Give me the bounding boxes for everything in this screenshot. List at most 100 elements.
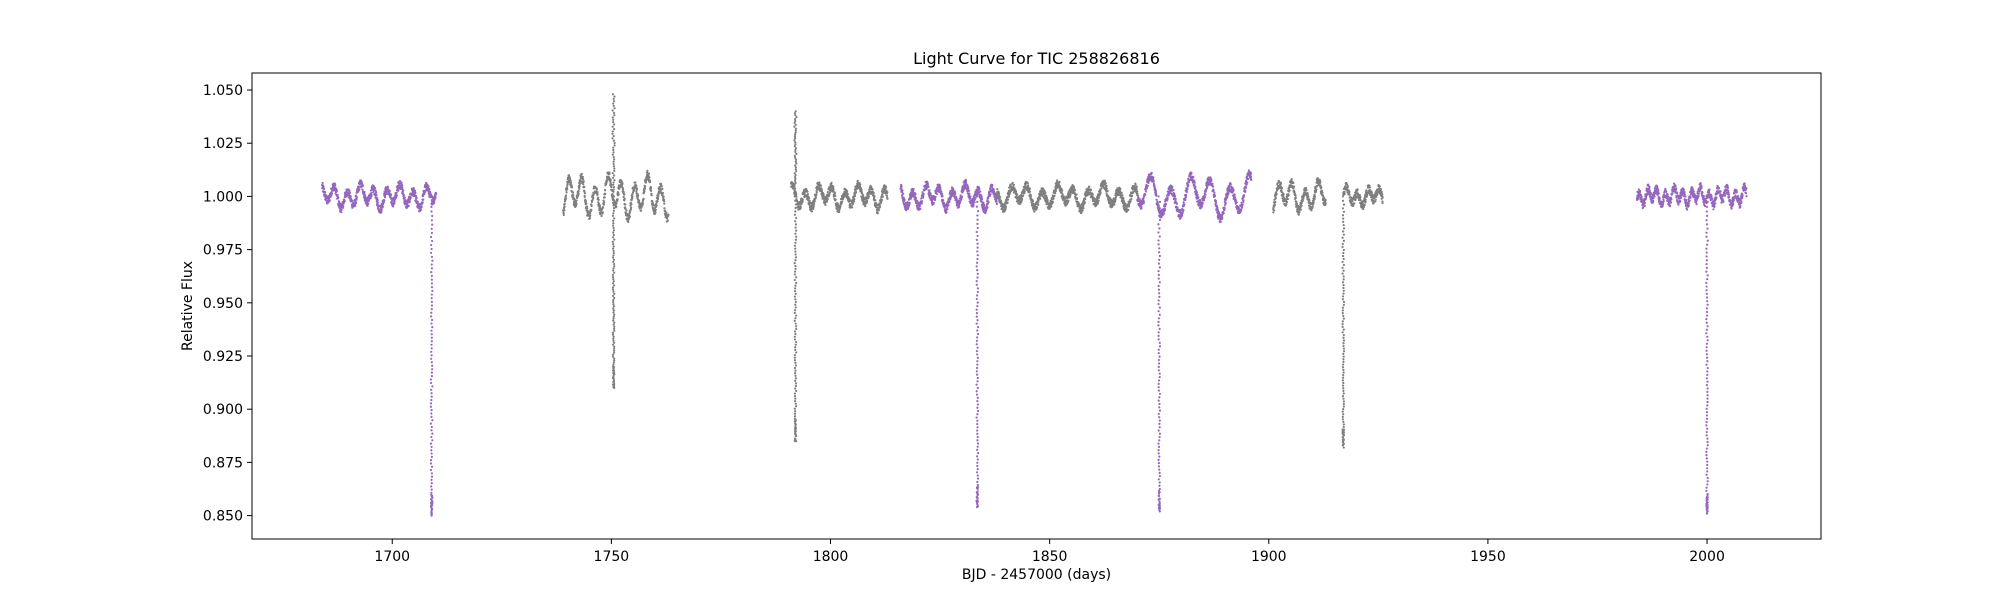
data-point <box>370 193 373 197</box>
data-point <box>1152 180 1155 183</box>
data-point <box>1642 206 1645 209</box>
dip-point <box>976 272 979 275</box>
dip-point <box>1705 447 1708 450</box>
data-point <box>1153 187 1157 190</box>
data-point <box>841 200 844 203</box>
dip-point <box>976 269 979 272</box>
dip-point <box>1705 266 1708 269</box>
dip-point <box>1706 373 1709 376</box>
data-point <box>1708 188 1711 191</box>
data-point <box>421 201 424 204</box>
data-point <box>1173 194 1177 198</box>
data-point <box>598 209 601 212</box>
dip-point <box>1706 300 1709 303</box>
data-point <box>830 181 833 184</box>
data-point <box>909 197 912 200</box>
data-point <box>1652 199 1655 202</box>
data-point <box>810 210 813 213</box>
data-point <box>1743 185 1747 188</box>
data-point <box>995 198 998 201</box>
dip-point <box>430 227 433 230</box>
data-point <box>946 208 949 211</box>
data-point <box>1146 184 1149 187</box>
dip-point <box>976 505 979 508</box>
data-point <box>958 204 961 207</box>
data-point <box>578 185 581 188</box>
data-point <box>915 199 919 202</box>
dip-point <box>976 419 979 422</box>
data-point <box>974 196 977 199</box>
data-point <box>336 194 339 197</box>
data-point <box>1643 204 1646 207</box>
data-point <box>926 183 929 186</box>
data-point <box>846 193 849 196</box>
data-point <box>1638 189 1642 193</box>
dip-point <box>430 415 433 418</box>
dip-point <box>976 468 979 471</box>
dip-point <box>975 393 979 396</box>
data-point <box>597 201 600 204</box>
dip-point <box>1158 481 1161 484</box>
dip-point <box>1705 328 1708 331</box>
data-point <box>572 194 575 197</box>
data-point <box>603 196 606 199</box>
dip-point <box>1705 259 1708 262</box>
dip-point <box>976 234 979 238</box>
dip-point <box>975 383 978 386</box>
dip-point <box>1157 382 1160 385</box>
data-point <box>986 206 989 209</box>
dip-point <box>430 271 433 274</box>
data-point <box>623 197 626 200</box>
data-point <box>1037 200 1040 203</box>
dip-point <box>1158 266 1161 269</box>
data-point <box>1685 199 1688 202</box>
dip-point <box>430 347 433 350</box>
dip-point <box>430 263 433 266</box>
data-point <box>851 206 854 209</box>
data-point <box>1187 184 1190 187</box>
data-point <box>921 191 924 194</box>
data-point <box>922 192 925 196</box>
data-point <box>363 190 366 194</box>
data-point <box>408 199 411 203</box>
data-point <box>660 185 663 188</box>
data-point <box>1732 202 1735 206</box>
dip-point <box>1158 306 1161 309</box>
data-point <box>1212 189 1215 193</box>
data-point <box>1640 195 1643 198</box>
dip-point <box>1158 214 1161 217</box>
data-point <box>1235 201 1238 204</box>
dip-point <box>1157 334 1160 337</box>
data-point <box>367 202 370 205</box>
data-point <box>987 200 990 204</box>
data-point <box>808 197 811 200</box>
dip-point <box>1158 295 1161 298</box>
data-point <box>978 188 981 191</box>
dip-point <box>1158 210 1161 213</box>
data-point <box>1197 196 1200 199</box>
dip-point <box>976 422 979 426</box>
data-point <box>860 188 863 191</box>
dip-point <box>430 286 434 289</box>
dip-point <box>975 322 978 325</box>
dip-point <box>976 386 979 390</box>
data-point <box>1227 192 1230 195</box>
data-point <box>964 181 968 184</box>
dip-point <box>976 214 979 217</box>
data-point <box>881 195 884 198</box>
data-point <box>361 185 364 188</box>
data-point <box>878 204 881 207</box>
dip-point <box>976 474 979 477</box>
dip-point <box>975 308 978 311</box>
dip-point <box>1705 505 1708 508</box>
dip-point <box>1706 483 1709 486</box>
dip-point <box>976 246 979 249</box>
data-point <box>422 198 425 201</box>
data-point <box>372 191 375 194</box>
data-point <box>973 201 976 204</box>
dip-point <box>976 413 979 416</box>
dip-point <box>976 346 979 349</box>
data-point <box>1162 212 1165 215</box>
data-point <box>663 207 666 210</box>
data-point <box>969 195 972 198</box>
